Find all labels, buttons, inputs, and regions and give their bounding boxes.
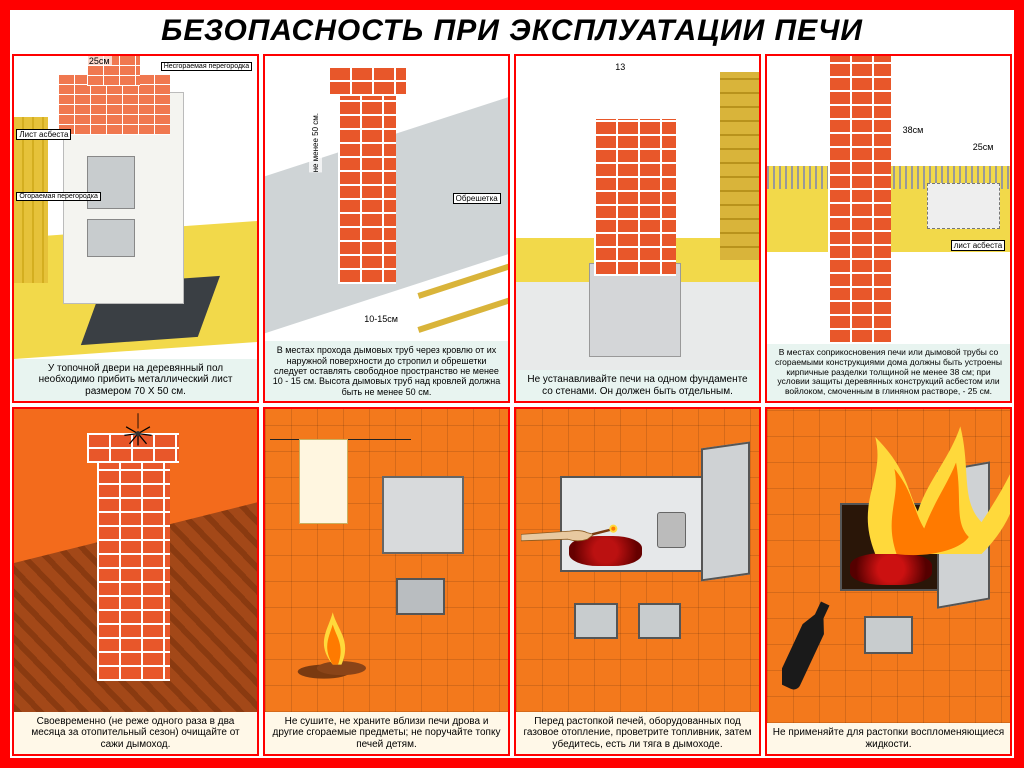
- panel-2: не менее 50 см. 10-15см Обрешетка В мест…: [263, 54, 510, 403]
- tag-lathing: Обрешетка: [453, 193, 501, 204]
- tag-partition: Несгораемая перегородка: [161, 62, 252, 71]
- hand-match-icon: [521, 494, 618, 567]
- safety-poster: БЕЗОПАСНОСТЬ ПРИ ЭКСПЛУАТАЦИИ ПЕЧИ: [0, 0, 1024, 768]
- panel-2-caption: В местах прохода дымовых труб через кров…: [265, 341, 508, 401]
- dim-25b: 25см: [971, 142, 996, 152]
- bottle-icon: [782, 597, 831, 691]
- panel-2-illus: не менее 50 см. 10-15см Обрешетка: [265, 56, 508, 341]
- panel-7-illus: [516, 409, 759, 712]
- panel-5: Своевременно (не реже одного раза в два …: [12, 407, 259, 756]
- panel-7-caption: Перед растопкой печей, оборудованных под…: [516, 712, 759, 755]
- panel-6-caption: Не сушите, не храните вблизи печи дрова …: [265, 712, 508, 755]
- panel-8-illus: [767, 409, 1010, 723]
- panel-3-caption: Не устанавливайте печи на одном фундамен…: [516, 370, 759, 401]
- panel-4-caption: В местах соприкосновения печи или дымово…: [767, 344, 1010, 401]
- panel-4-illus: 38см 25см лист асбеста: [767, 56, 1010, 344]
- panel-3-illus: 13: [516, 56, 759, 370]
- panel-5-illus: [14, 409, 257, 712]
- panel-4: 38см 25см лист асбеста В местах соприкос…: [765, 54, 1012, 403]
- panel-1: 25см Лист асбеста Огораемая перегородка …: [12, 54, 259, 403]
- dim-50: не менее 50 см.: [309, 113, 322, 172]
- panel-6-illus: [265, 409, 508, 712]
- panel-8: Не применяйте для растопки воспломеняющи…: [765, 407, 1012, 756]
- flame-burst-icon: [854, 409, 1010, 585]
- panel-7: Перед растопкой печей, оборудованных под…: [514, 407, 761, 756]
- panel-5-caption: Своевременно (не реже одного раза в два …: [14, 712, 257, 755]
- fire-logs-icon: [289, 584, 376, 693]
- tag-enclosure: Огораемая перегородка: [16, 192, 100, 201]
- poster-title: БЕЗОПАСНОСТЬ ПРИ ЭКСПЛУАТАЦИИ ПЕЧИ: [10, 10, 1014, 54]
- dim-10-15: 10-15см: [362, 314, 400, 324]
- panel-1-illus: 25см Лист асбеста Огораемая перегородка …: [14, 56, 257, 359]
- panel-8-caption: Не применяйте для растопки воспломеняющи…: [767, 723, 1010, 754]
- dim-25: 25см: [87, 56, 112, 66]
- tag-asbestos-sheet: лист асбеста: [951, 240, 1005, 251]
- tag-asbestos: Лист асбеста: [16, 129, 71, 140]
- dim-38: 38см: [901, 125, 926, 135]
- panel-3: 13 Не устанавливайте печи на одном фунда…: [514, 54, 761, 403]
- panel-grid: 25см Лист асбеста Огораемая перегородка …: [10, 54, 1014, 758]
- panel-6: Не сушите, не храните вблизи печи дрова …: [263, 407, 510, 756]
- chimney-brush-icon: [121, 409, 155, 457]
- panel-1-caption: У топочной двери на деревянный пол необх…: [14, 359, 257, 402]
- dim-13: 13: [613, 62, 627, 72]
